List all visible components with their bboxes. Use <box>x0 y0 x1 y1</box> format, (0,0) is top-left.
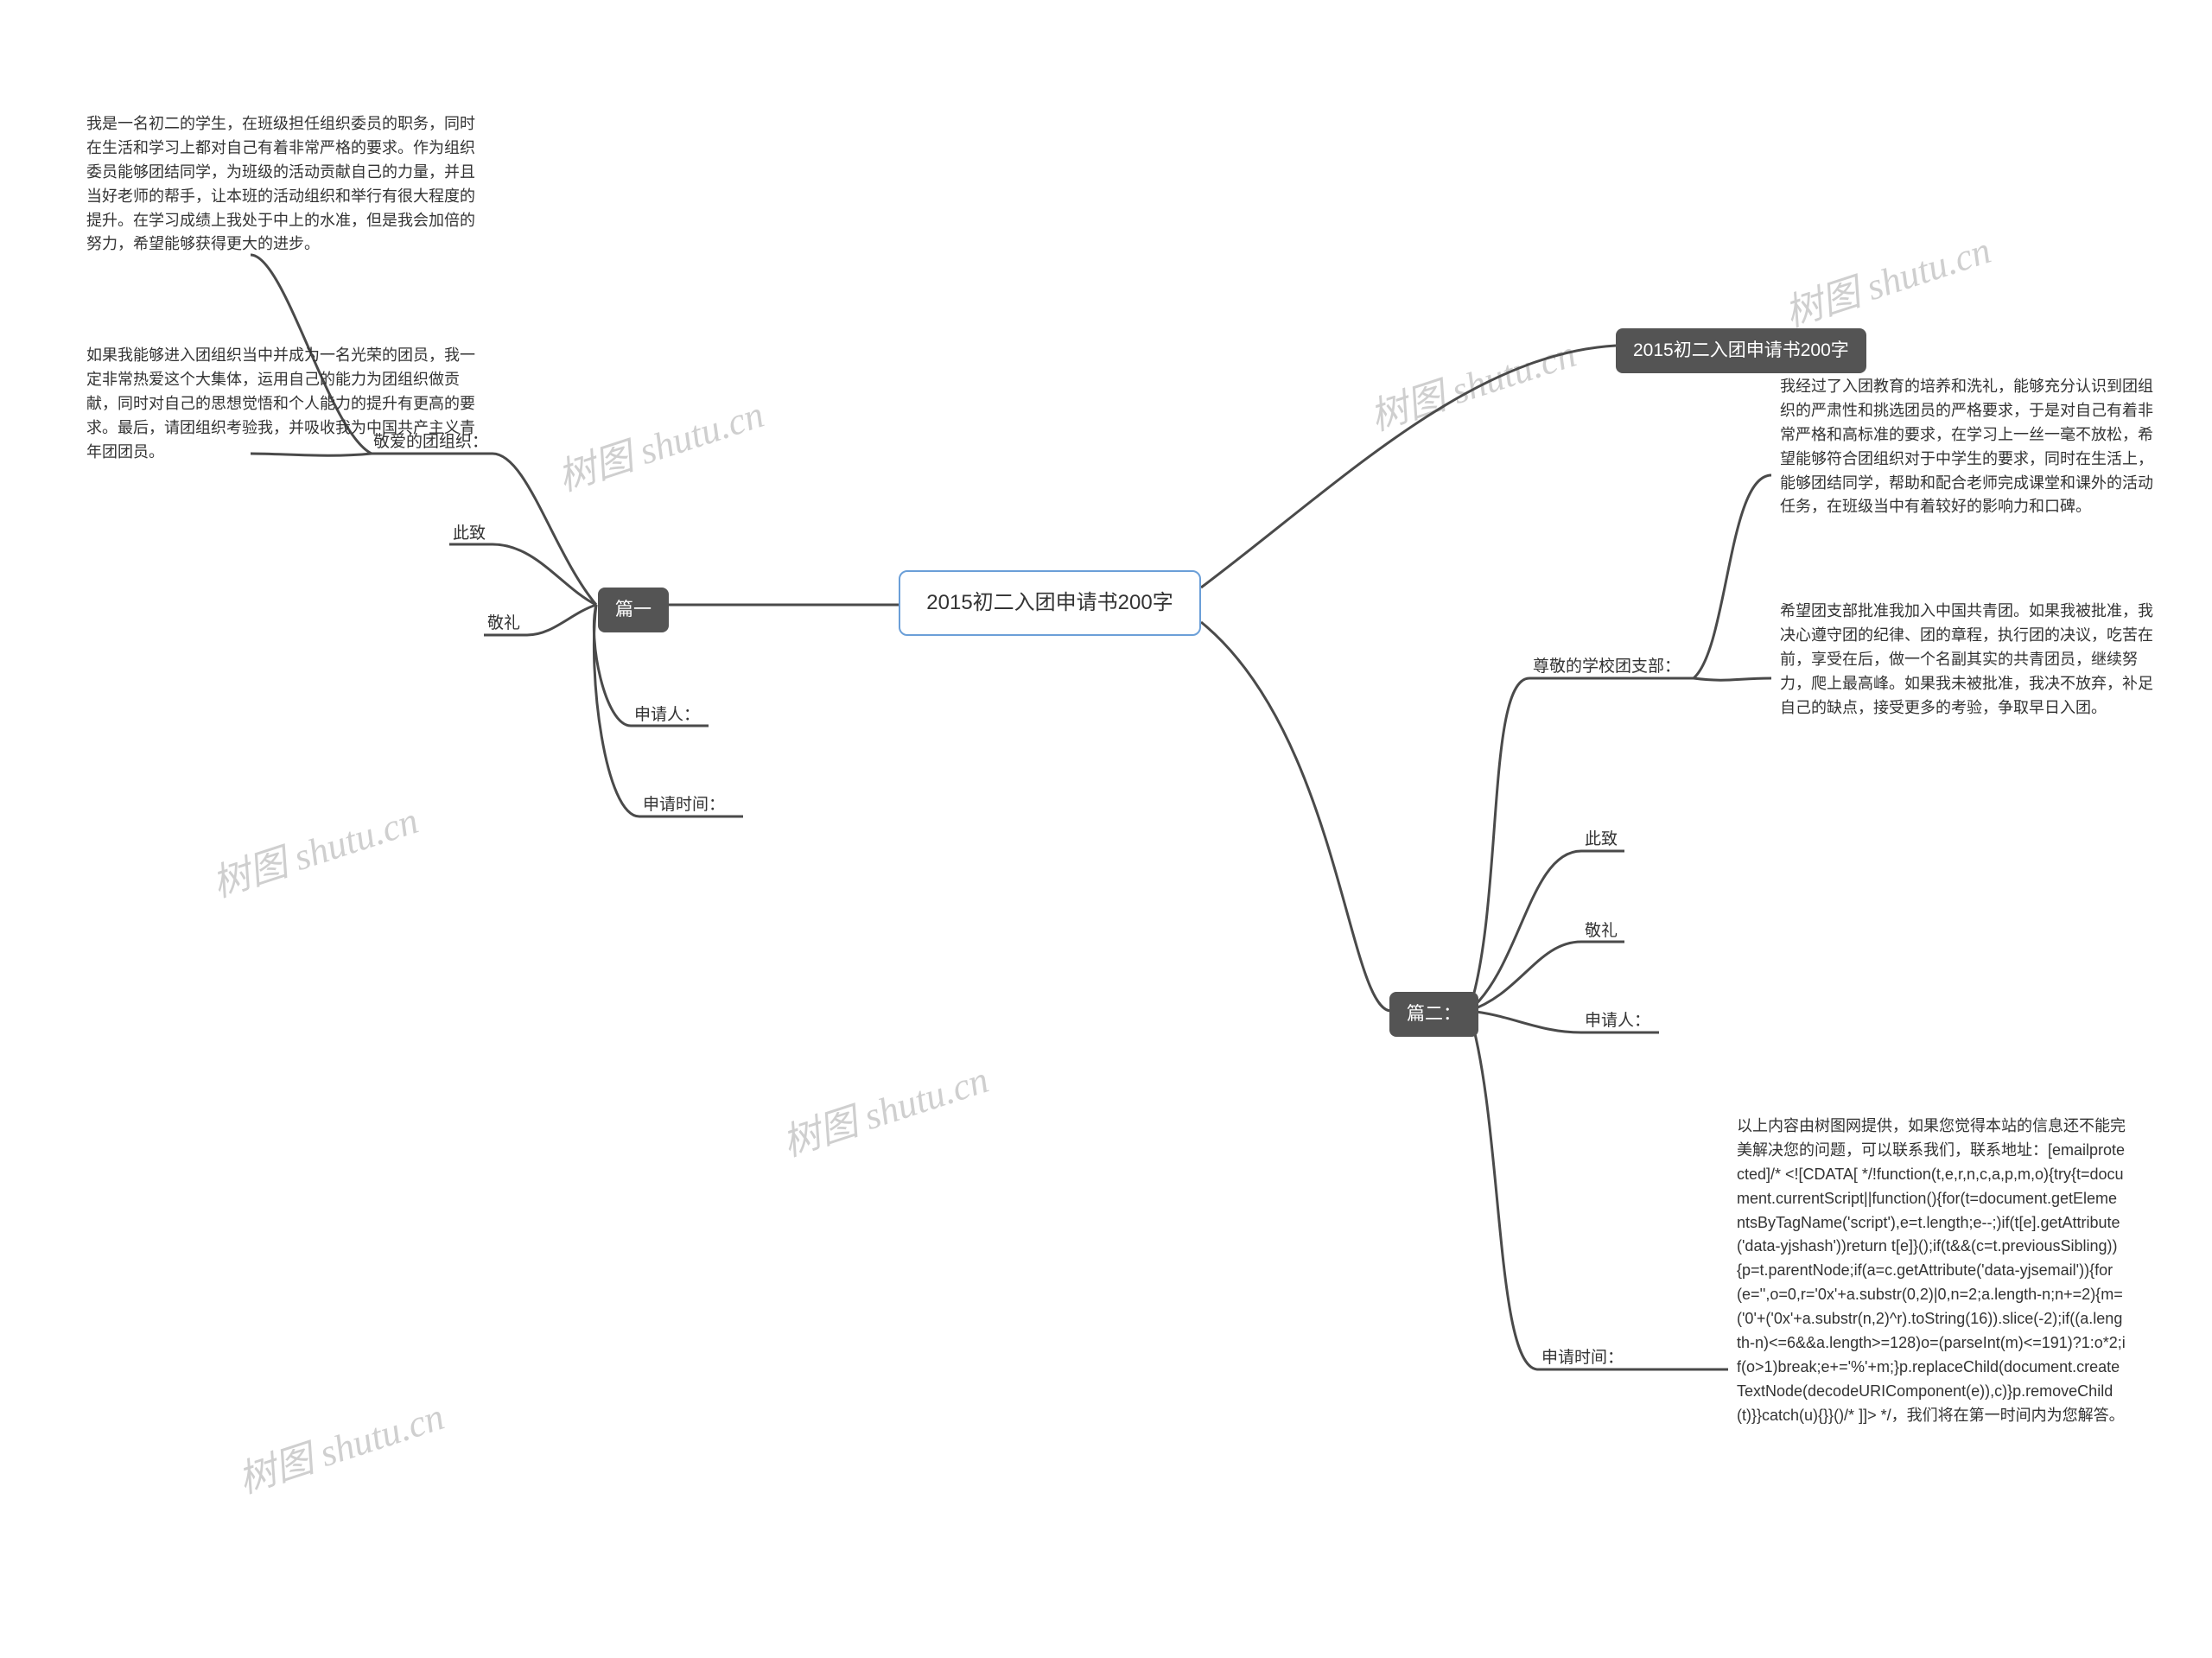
right-jingli: 敬礼 <box>1585 919 1618 944</box>
right-applytime-label: 申请时间： <box>1541 1346 1624 1371</box>
right-branch-label: 篇二： <box>1407 1004 1461 1024</box>
left-paragraph-2: 如果我能够进入团组织当中并成为一名光荣的团员，我一定非常热爱这个大集体，运用自己… <box>86 344 484 464</box>
left-paragraph-1: 我是一名初二的学生，在班级担任组织委员的职务，同时在生活和学习上都对自己有着非常… <box>86 112 484 257</box>
right-branch-node: 篇二： <box>1389 992 1478 1037</box>
right-greeting-label: 尊敬的学校团支部： <box>1533 655 1681 680</box>
right-cizhi: 此致 <box>1585 828 1618 853</box>
right-paragraph-2: 希望团支部批准我加入中国共青团。如果我被批准，我决心遵守团的纪律、团的章程，执行… <box>1780 600 2160 720</box>
right-paragraph-1: 我经过了入团教育的培养和洗礼，能够充分认识到团组织的严肃性和挑选团员的严格要求，… <box>1780 375 2160 519</box>
center-title: 2015初二入团申请书200字 <box>926 591 1173 614</box>
left-applytime: 申请时间： <box>643 793 725 818</box>
center-node: 2015初二入团申请书200字 <box>899 570 1201 636</box>
left-branch-label: 篇一 <box>615 600 652 619</box>
top-subtitle-node: 2015初二入团申请书200字 <box>1616 328 1866 373</box>
right-applicant: 申请人： <box>1585 1009 1650 1034</box>
left-jingli: 敬礼 <box>487 612 520 637</box>
top-subtitle-text: 2015初二入团申请书200字 <box>1633 340 1849 360</box>
left-branch-node: 篇一 <box>598 588 669 632</box>
left-applicant: 申请人： <box>634 703 700 728</box>
left-cizhi: 此致 <box>453 522 486 547</box>
right-applytime-text: 以上内容由树图网提供，如果您觉得本站的信息还不能完美解决您的问题，可以联系我们，… <box>1737 1115 2126 1428</box>
